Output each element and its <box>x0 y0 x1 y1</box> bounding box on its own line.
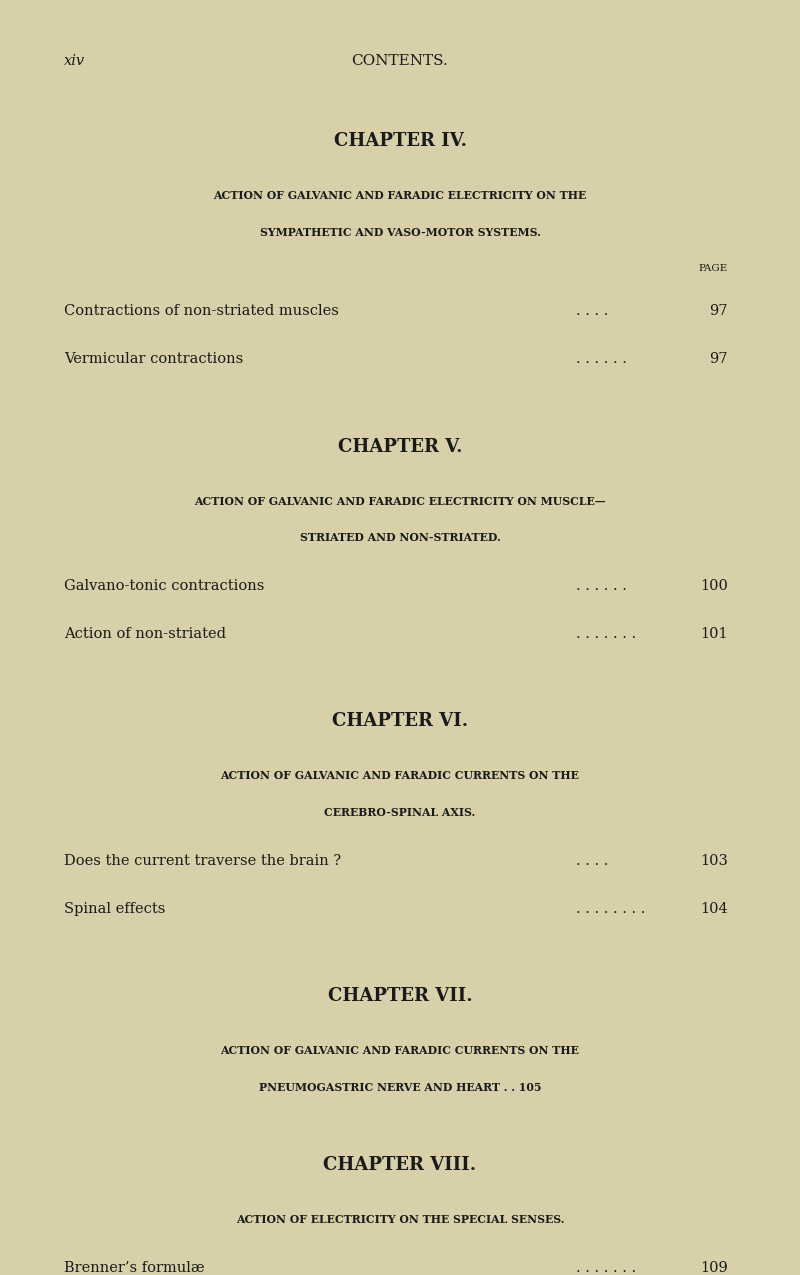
Text: 97: 97 <box>710 352 728 366</box>
Text: Action of non-striated: Action of non-striated <box>64 627 226 641</box>
Text: . . . .: . . . . <box>576 854 608 868</box>
Text: PNEUMOGASTRIC NERVE AND HEART . . 105: PNEUMOGASTRIC NERVE AND HEART . . 105 <box>258 1082 542 1093</box>
Text: . . . .: . . . . <box>576 303 608 317</box>
Text: PAGE: PAGE <box>698 264 728 273</box>
Text: CHAPTER VIII.: CHAPTER VIII. <box>323 1156 477 1174</box>
Text: . . . . . . .: . . . . . . . <box>576 1261 636 1275</box>
Text: 104: 104 <box>700 901 728 915</box>
Text: CONTENTS.: CONTENTS. <box>352 55 448 69</box>
Text: 100: 100 <box>700 579 728 593</box>
Text: ACTION OF GALVANIC AND FARADIC ELECTRICITY ON MUSCLE—: ACTION OF GALVANIC AND FARADIC ELECTRICI… <box>194 496 606 506</box>
Text: CHAPTER V.: CHAPTER V. <box>338 437 462 455</box>
Text: STRIATED AND NON-STRIATED.: STRIATED AND NON-STRIATED. <box>300 532 500 543</box>
Text: Spinal effects: Spinal effects <box>64 901 166 915</box>
Text: Vermicular contractions: Vermicular contractions <box>64 352 243 366</box>
Text: CHAPTER VII.: CHAPTER VII. <box>328 987 472 1006</box>
Text: 97: 97 <box>710 303 728 317</box>
Text: . . . . . .: . . . . . . <box>576 579 627 593</box>
Text: ACTION OF GALVANIC AND FARADIC CURRENTS ON THE: ACTION OF GALVANIC AND FARADIC CURRENTS … <box>221 770 579 782</box>
Text: ACTION OF GALVANIC AND FARADIC CURRENTS ON THE: ACTION OF GALVANIC AND FARADIC CURRENTS … <box>221 1046 579 1057</box>
Text: 101: 101 <box>700 627 728 641</box>
Text: Brenner’s formulæ: Brenner’s formulæ <box>64 1261 205 1275</box>
Text: . . . . . . . .: . . . . . . . . <box>576 901 646 915</box>
Text: Does the current traverse the brain ?: Does the current traverse the brain ? <box>64 854 341 868</box>
Text: ACTION OF ELECTRICITY ON THE SPECIAL SENSES.: ACTION OF ELECTRICITY ON THE SPECIAL SEN… <box>236 1214 564 1225</box>
Text: CHAPTER VI.: CHAPTER VI. <box>332 713 468 731</box>
Text: 103: 103 <box>700 854 728 868</box>
Text: Contractions of non-striated muscles: Contractions of non-striated muscles <box>64 303 339 317</box>
Text: ACTION OF GALVANIC AND FARADIC ELECTRICITY ON THE: ACTION OF GALVANIC AND FARADIC ELECTRICI… <box>214 190 586 201</box>
Text: xiv: xiv <box>64 55 85 69</box>
Text: SYMPATHETIC AND VASO-MOTOR SYSTEMS.: SYMPATHETIC AND VASO-MOTOR SYSTEMS. <box>259 227 541 238</box>
Text: CEREBRO-SPINAL AXIS.: CEREBRO-SPINAL AXIS. <box>324 807 476 819</box>
Text: Galvano-tonic contractions: Galvano-tonic contractions <box>64 579 264 593</box>
Text: . . . . . .: . . . . . . <box>576 352 627 366</box>
Text: . . . . . . .: . . . . . . . <box>576 627 636 641</box>
Text: CHAPTER IV.: CHAPTER IV. <box>334 133 466 150</box>
Text: 109: 109 <box>700 1261 728 1275</box>
